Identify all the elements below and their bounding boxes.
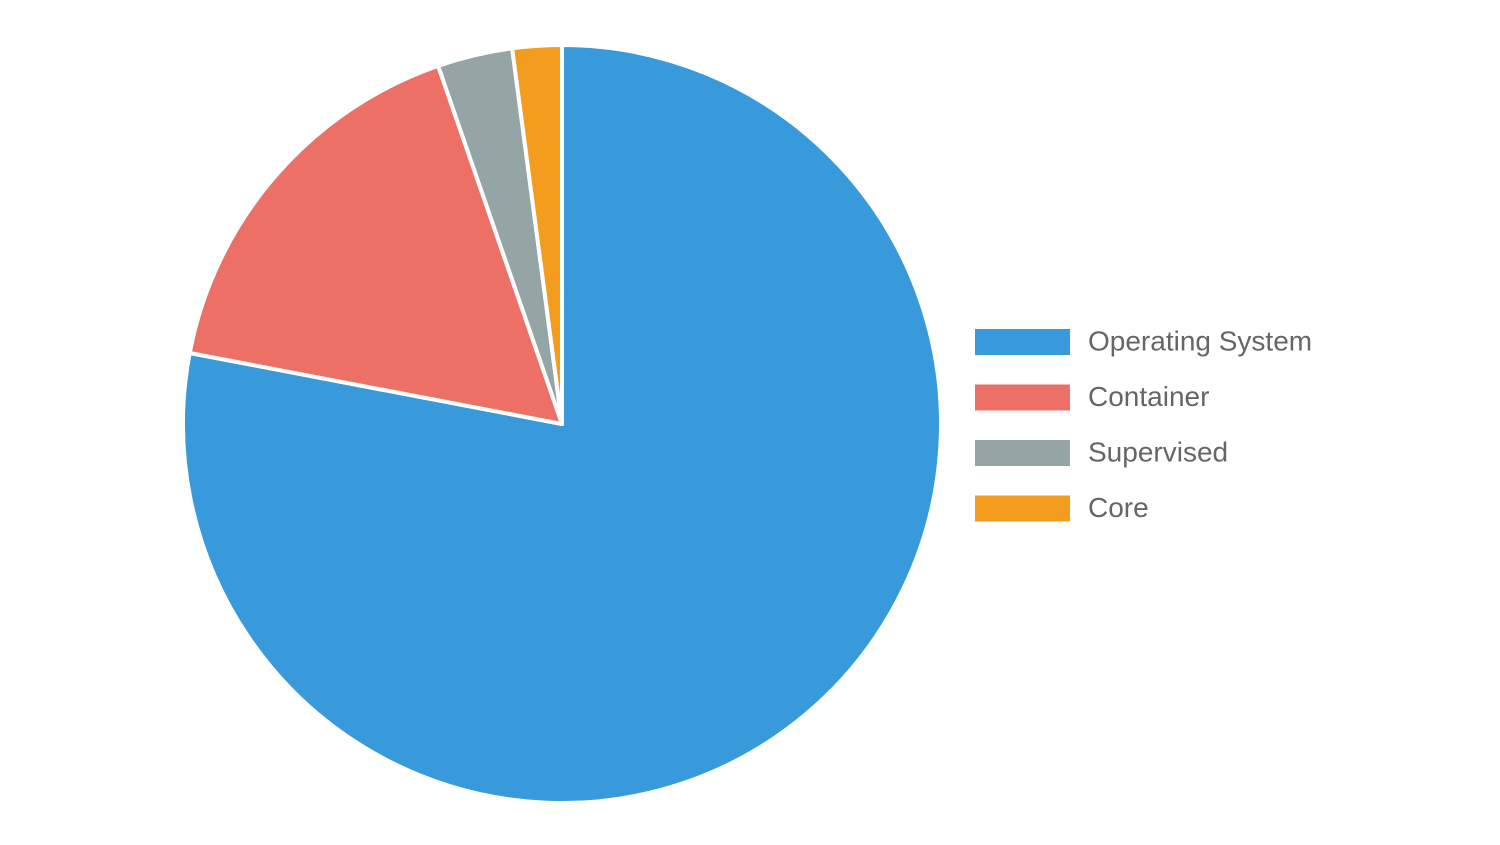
legend-swatch[interactable] [975, 440, 1070, 466]
pie-slice [510, 43, 564, 426]
legend-label[interactable]: Core [1088, 492, 1149, 523]
legend-swatch[interactable] [975, 329, 1070, 355]
legend-label[interactable]: Operating System [1088, 325, 1312, 356]
legend-label[interactable]: Container [1088, 381, 1209, 412]
legend-label[interactable]: Supervised [1088, 436, 1228, 467]
legend-swatch[interactable] [975, 384, 1070, 411]
legend-swatch[interactable] [975, 495, 1070, 522]
